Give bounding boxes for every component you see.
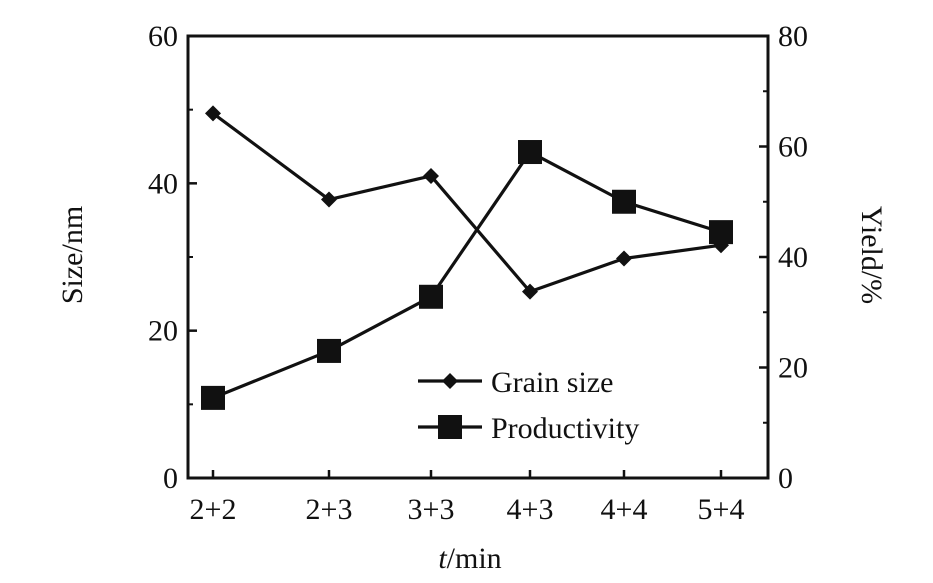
legend: Grain size Productivity — [418, 366, 639, 445]
legend-label: Grain size — [491, 366, 613, 399]
right-axis-tick-label: 0 — [778, 462, 793, 495]
data-point-marker — [518, 140, 542, 165]
x-axis-tick-label: 4+3 — [507, 493, 554, 526]
x-axis-title-variable: t — [438, 542, 447, 575]
data-point-marker — [612, 189, 636, 214]
plot-frame-group — [186, 34, 770, 480]
data-point-marker — [423, 167, 439, 184]
series-line — [212, 112, 722, 294]
data-point-marker — [709, 220, 733, 245]
data-point-marker — [522, 283, 538, 300]
legend-marker — [438, 415, 462, 439]
series-grain-size — [205, 105, 729, 300]
data-point-marker — [201, 385, 225, 410]
left-axis-title: Size/nm — [56, 206, 89, 304]
legend-label: Productivity — [491, 412, 639, 445]
legend-marker — [442, 373, 458, 389]
x-axis-tick-label: 2+2 — [190, 493, 237, 526]
data-point-marker — [205, 105, 221, 122]
right-axis-tick-label: 20 — [778, 352, 808, 385]
right-axis-title: Yield/% — [855, 206, 888, 304]
series-productivity — [201, 140, 733, 410]
right-axis-tick-label: 80 — [778, 20, 808, 53]
x-axis-tick-label: 3+3 — [408, 493, 455, 526]
series-line — [212, 150, 722, 400]
axes-group: 0 20 40 60 0 20 40 60 80 2+2 2+3 3+3 4+3 4+4 5+4 — [148, 20, 808, 526]
left-axis-tick-label: 0 — [163, 462, 178, 495]
left-axis-tick-label: 60 — [148, 20, 178, 53]
x-axis-title-unit: /min — [447, 542, 502, 575]
data-point-marker — [321, 191, 337, 208]
data-point-marker — [419, 284, 443, 309]
x-axis-title: t/min — [438, 542, 501, 575]
right-axis-tick-label: 60 — [778, 131, 808, 164]
left-axis-tick-label: 20 — [148, 315, 178, 348]
series-group — [201, 105, 733, 410]
left-axis-tick-label: 40 — [148, 167, 178, 200]
x-axis-tick-label: 4+4 — [601, 493, 648, 526]
data-point-marker — [317, 338, 341, 363]
data-point-marker — [616, 250, 632, 267]
plot-frame — [186, 34, 770, 480]
x-axis-tick-label: 2+3 — [306, 493, 353, 526]
x-axis-tick-label: 5+4 — [698, 493, 745, 526]
right-axis-tick-label: 40 — [778, 241, 808, 274]
